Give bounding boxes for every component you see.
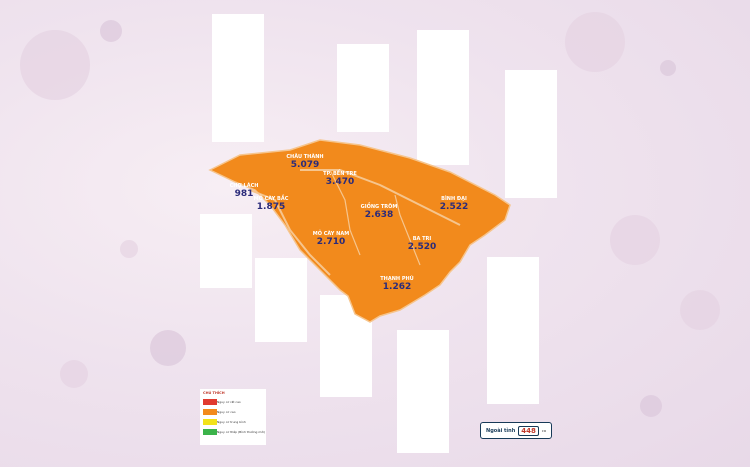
- legend-item: Nguy cơ trung bình: [200, 417, 266, 427]
- legend-item: Nguy cơ thấp (Bình thường mới): [200, 427, 266, 437]
- legend: CHÚ THÍCH Nguy cơ rất cao Nguy cơ cao Ng…: [200, 389, 266, 445]
- area-value: 2.710: [316, 237, 346, 247]
- area-name: BÌNH ĐẠI: [441, 196, 467, 202]
- total-unit: ca: [541, 428, 546, 433]
- virus-decoration: [20, 30, 90, 100]
- legend-label: Nguy cơ thấp (Bình thường mới): [217, 430, 266, 434]
- area-name: BA TRI: [412, 236, 432, 242]
- area-name: MỎ CÀY BẮC: [253, 196, 289, 202]
- virus-decoration: [610, 215, 660, 265]
- area-binh-dai: BÌNH ĐẠI 2.522: [432, 197, 476, 212]
- area-name: CHÂU THÀNH: [286, 154, 324, 160]
- legend-title: CHÚ THÍCH: [203, 391, 225, 395]
- area-name: MỎ CÀY NAM: [312, 231, 350, 237]
- legend-label: Nguy cơ cao: [217, 410, 236, 414]
- area-giong-trom: GIỒNG TRÔM 2.638: [356, 205, 402, 220]
- legend-label: Nguy cơ rất cao: [217, 400, 241, 404]
- area-name: GIỒNG TRÔM: [360, 204, 398, 210]
- area-mo-cay-bac: MỎ CÀY BẮC 1.875: [248, 197, 294, 212]
- area-thanh-phu: THẠNH PHÚ 1.262: [374, 277, 420, 292]
- virus-decoration: [680, 290, 720, 330]
- virus-decoration: [120, 240, 138, 258]
- area-ba-tri: BA TRI 2.520: [400, 237, 444, 252]
- area-value: 981: [234, 189, 254, 199]
- area-tp-ben-tre: TP. BẾN TRE 3.470: [315, 172, 365, 187]
- area-value: 2.638: [364, 210, 394, 220]
- area-value: 2.522: [439, 202, 469, 212]
- virus-decoration: [60, 360, 88, 388]
- area-mo-cay-nam: MỎ CÀY NAM 2.710: [308, 232, 354, 247]
- commune-table-ba-tri: [487, 257, 539, 404]
- total-value: 448: [518, 425, 539, 436]
- commune-table-binh-dai: [505, 70, 557, 198]
- legend-swatch: [203, 429, 217, 435]
- commune-table-tp-ben-tre: [337, 44, 389, 132]
- area-value: 5.079: [290, 160, 320, 170]
- legend-item: Nguy cơ rất cao: [200, 397, 266, 407]
- virus-decoration: [100, 20, 122, 42]
- virus-decoration: [150, 330, 186, 366]
- commune-table-thanh-phu: [397, 330, 449, 453]
- total-label: Ngoài tỉnh: [486, 427, 516, 434]
- commune-table-giong-trom: [417, 30, 469, 165]
- legend-swatch: [203, 399, 217, 405]
- legend-item: Nguy cơ cao: [200, 407, 266, 417]
- virus-decoration: [660, 60, 676, 76]
- legend-swatch: [203, 409, 217, 415]
- area-value: 2.520: [407, 242, 437, 252]
- area-name: CHỢ LÁCH: [229, 183, 259, 189]
- virus-decoration: [565, 12, 625, 72]
- area-chau-thanh: CHÂU THÀNH 5.079: [280, 155, 330, 170]
- area-cho-lach: CHỢ LÁCH 981: [222, 184, 266, 199]
- legend-label: Nguy cơ trung bình: [217, 420, 246, 424]
- legend-swatch: [203, 419, 217, 425]
- area-value: 1.875: [256, 202, 286, 212]
- area-value: 3.470: [325, 177, 355, 187]
- area-name: TP. BẾN TRE: [323, 171, 357, 177]
- map-region: [208, 139, 511, 323]
- area-value: 1.262: [382, 282, 412, 292]
- commune-table-mo-cay-bac: [255, 258, 307, 342]
- outside-province-total: Ngoài tỉnh 448 ca: [480, 422, 552, 439]
- commune-table-cho-lach: [200, 214, 252, 288]
- virus-decoration: [640, 395, 662, 417]
- area-name: THẠNH PHÚ: [380, 276, 414, 282]
- commune-table-chau-thanh: [212, 14, 264, 142]
